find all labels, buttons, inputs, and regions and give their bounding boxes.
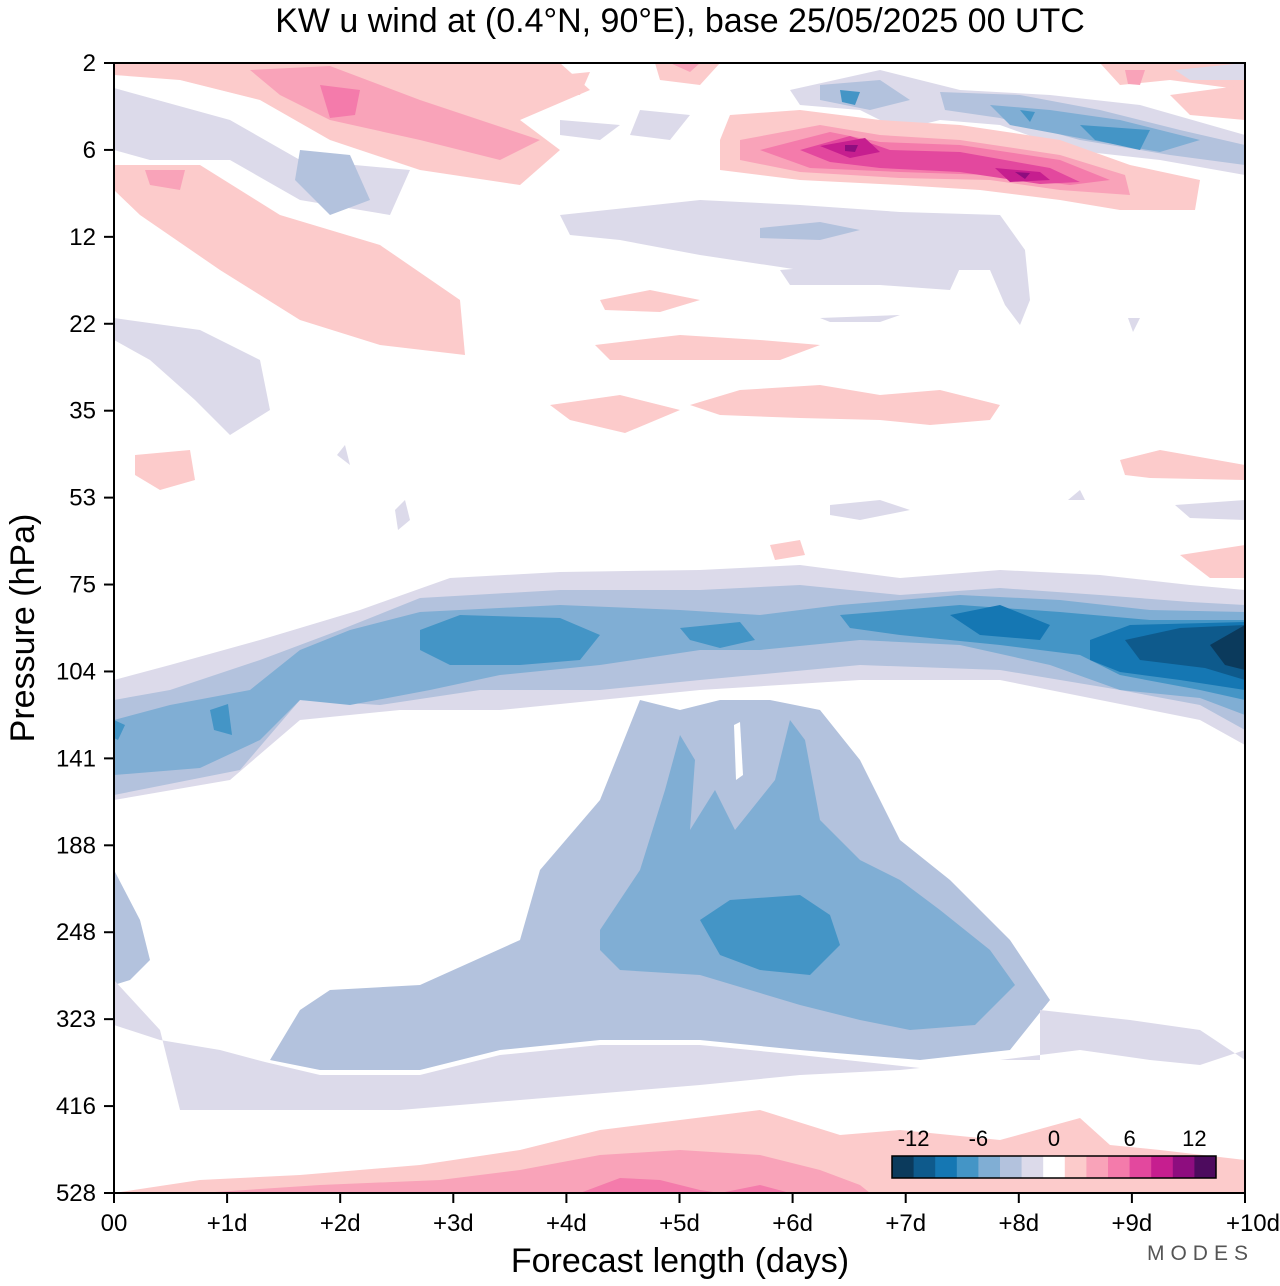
x-axis: 00 +1d +2d +3d +4d +5d +6d +7d +8d +9d +10d	[101, 1193, 1280, 1237]
colorbar-swatch	[1064, 1156, 1087, 1178]
colorbar-swatch	[1021, 1156, 1044, 1178]
colorbar-swatch	[935, 1156, 958, 1178]
colorbar-label: -6	[969, 1126, 989, 1151]
y-tick-label: 141	[56, 745, 96, 772]
colorbar-swatch	[1000, 1156, 1023, 1178]
x-tick-label: +4d	[546, 1210, 587, 1237]
x-tick-label: +10d	[1226, 1210, 1280, 1237]
y-tick-label: 35	[69, 398, 96, 425]
upper-strat-westerly-core	[720, 110, 1200, 210]
x-axis-label: Forecast length (days)	[511, 1242, 849, 1280]
y-tick-label: 6	[83, 137, 96, 164]
y-tick-label: 22	[69, 311, 96, 338]
y-tick-label: 2	[83, 50, 96, 77]
colorbar: -12 -6 0 6 12	[891, 1126, 1217, 1179]
colorbar-label: 6	[1123, 1126, 1135, 1151]
mid-strat-streaks	[337, 200, 1245, 578]
y-axis-label: Pressure (hPa)	[4, 514, 42, 743]
zero-contour-hole-2	[114, 800, 225, 920]
x-tick-label: 00	[101, 1210, 128, 1237]
chart-title: KW u wind at (0.4°N, 90°E), base 25/05/2…	[275, 2, 1085, 40]
colorbar-frame	[891, 1155, 1217, 1179]
colorbar-swatch	[1172, 1156, 1195, 1178]
x-tick-label: +6d	[772, 1210, 813, 1237]
low-tropo-lavender	[114, 980, 1245, 1110]
modes-logo: MODES	[1146, 1242, 1254, 1265]
colorbar-swatch	[892, 1156, 915, 1178]
y-tick-label: 104	[56, 658, 96, 685]
colorbar-swatch	[978, 1156, 1001, 1178]
left-edge-shading	[114, 870, 150, 985]
x-tick-label: +2d	[320, 1210, 361, 1237]
x-tick-label: +3d	[433, 1210, 474, 1237]
colorbar-label: -12	[898, 1126, 930, 1151]
colorbar-swatch	[1086, 1156, 1109, 1178]
colorbar-swatch	[913, 1156, 936, 1178]
zero-contour-hole-5	[1020, 760, 1245, 1060]
y-tick-label: 12	[69, 224, 96, 251]
y-tick-label: 323	[56, 1006, 96, 1033]
tropopause-easterly-band	[114, 565, 1245, 800]
colorbar-label: 12	[1182, 1126, 1206, 1151]
x-tick-label: +7d	[885, 1210, 926, 1237]
colorbar-swatch	[1194, 1156, 1217, 1178]
colorbar-swatch	[1129, 1156, 1152, 1178]
y-tick-label: 75	[69, 572, 96, 599]
zero-contour-hole-1	[350, 715, 485, 835]
colorbar-label: 0	[1048, 1126, 1060, 1151]
y-tick-label: 188	[56, 832, 96, 859]
y-tick-label: 248	[56, 919, 96, 946]
upper-strat-blue-band	[790, 70, 1245, 175]
x-tick-label: +1d	[207, 1210, 248, 1237]
x-tick-label: +9d	[1112, 1210, 1153, 1237]
zero-contour-hole-4	[840, 680, 872, 725]
contour-field	[114, 63, 1245, 1193]
y-tick-label: 53	[69, 485, 96, 512]
zero-contour-hole-3	[240, 790, 320, 960]
y-tick-label: 416	[56, 1093, 96, 1120]
colorbar-swatch	[956, 1156, 979, 1178]
colorbar-swatch	[1151, 1156, 1174, 1178]
upper-strat-shading	[114, 63, 1245, 490]
zero-contour-hole-6	[385, 910, 412, 952]
colorbar-swatch	[1108, 1156, 1131, 1178]
x-tick-label: +8d	[998, 1210, 1039, 1237]
y-tick-label: 528	[56, 1180, 96, 1207]
colorbar-swatch	[1043, 1156, 1066, 1178]
x-tick-label: +5d	[659, 1210, 700, 1237]
mid-tropo-easterly-core	[270, 700, 1050, 1070]
y-axis: 2 6 12 22 35 53 75 104 141 188 248 323 416 528	[56, 50, 114, 1207]
